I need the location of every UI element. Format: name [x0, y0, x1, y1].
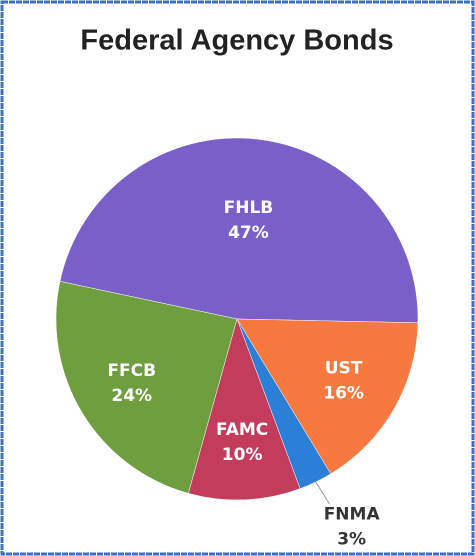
slice-label: FNMA [324, 504, 381, 524]
slice-value-label: 10% [222, 445, 263, 465]
slice-label: FFCB [107, 361, 156, 381]
slice-value-label: 24% [111, 386, 152, 406]
pie-slice [59, 137, 419, 324]
pie-slice [188, 318, 301, 501]
pie-slice [55, 281, 238, 494]
slice-label: FHLB [224, 198, 274, 218]
leader-line [315, 481, 331, 505]
slice-value-label: 16% [323, 384, 364, 404]
slice-value-label: 3% [337, 529, 366, 549]
slice-label: UST [325, 359, 363, 379]
chart-title: Federal Agency Bonds [80, 25, 393, 57]
pie-slice [236, 318, 419, 475]
slice-value-label: 47% [228, 223, 269, 243]
slice-label: FAMC [216, 420, 268, 440]
